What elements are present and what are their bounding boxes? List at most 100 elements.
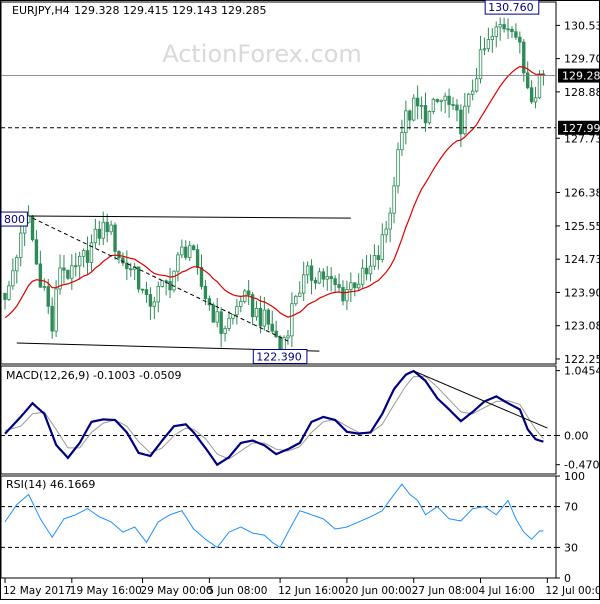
price-candle	[467, 92, 471, 114]
candle-body	[423, 105, 428, 124]
candle-body	[486, 39, 491, 50]
price-candle	[451, 96, 455, 110]
candle-body	[74, 265, 78, 268]
candle-body	[38, 263, 43, 288]
candle-body	[176, 254, 180, 272]
price-candle	[337, 273, 341, 292]
candle-body	[113, 224, 117, 252]
price-candle	[404, 100, 408, 145]
price-candle	[482, 37, 487, 56]
price-candle	[38, 250, 43, 288]
price-tick-label: 122.255	[564, 353, 600, 366]
price-candle	[455, 99, 459, 122]
annotation-label: 122.390	[256, 351, 302, 364]
candle-body	[321, 271, 326, 280]
candle-body	[191, 245, 196, 251]
candle-body	[172, 270, 176, 291]
candle-body	[117, 251, 121, 259]
candle-body	[376, 255, 381, 260]
candle-body	[537, 73, 542, 99]
price-candle	[62, 255, 66, 284]
price-candle	[325, 266, 329, 291]
x-tick-label: 12 Jul 00:00	[545, 585, 600, 597]
candle-body	[211, 304, 215, 323]
candle-body	[42, 286, 46, 288]
candle-body	[490, 35, 495, 40]
candle-body	[294, 295, 298, 305]
candle-body	[101, 221, 105, 239]
candle-body	[506, 28, 510, 31]
candle-body	[207, 298, 212, 306]
price-candle	[125, 250, 129, 281]
price-candle	[518, 31, 522, 54]
candle-body	[325, 276, 329, 280]
price-candle	[305, 261, 310, 284]
price-candle	[199, 254, 204, 290]
price-candle	[168, 267, 172, 298]
price-candle	[81, 248, 86, 268]
rsi-tick-label: 70	[564, 501, 578, 514]
price-candle	[309, 259, 314, 295]
x-tick-label: 4 Jul 16:00	[479, 585, 535, 597]
price-candle	[463, 92, 467, 136]
candle-body	[301, 274, 306, 294]
candle-body	[305, 265, 310, 276]
price-candle	[372, 244, 377, 270]
candle-body	[329, 276, 333, 280]
price-candle	[443, 92, 447, 114]
candle-body	[384, 228, 388, 236]
rsi-tick-label: 100	[564, 470, 585, 483]
candle-body	[345, 289, 349, 302]
candle-body	[341, 287, 345, 302]
header-ohlc: 129.328 129.415 129.143 129.285	[74, 4, 266, 17]
price-candle	[77, 251, 82, 280]
candle-body	[356, 283, 361, 289]
price-candle	[231, 313, 235, 325]
candle-body	[439, 99, 443, 102]
candle-body	[129, 268, 133, 271]
price-candle	[258, 295, 263, 334]
price-candle	[313, 277, 318, 290]
candle-body	[529, 87, 534, 103]
candle-body	[412, 97, 416, 121]
candle-body	[254, 307, 259, 318]
candle-body	[184, 246, 188, 258]
price-candle	[510, 26, 514, 39]
price-candle	[211, 302, 215, 323]
candle-body	[455, 104, 459, 111]
price-tick-label: 123.080	[564, 320, 600, 333]
price-candle	[144, 281, 149, 303]
candle-body	[364, 267, 369, 275]
price-candle	[345, 280, 349, 311]
price-candle	[439, 99, 443, 112]
price-candle	[34, 230, 39, 265]
candle-body	[46, 286, 50, 307]
panel-frame-2	[0, 365, 557, 475]
price-candle	[176, 251, 180, 282]
candle-body	[93, 228, 98, 244]
candle-body	[447, 95, 451, 105]
candle-body	[97, 228, 102, 239]
price-candle	[486, 27, 491, 52]
price-tick-label: 125.555	[564, 220, 600, 233]
price-candle	[15, 254, 19, 284]
candle-body	[372, 255, 377, 267]
candle-body	[290, 303, 294, 337]
candle-body	[419, 105, 424, 107]
price-candle	[11, 258, 15, 290]
price-candle	[3, 292, 7, 310]
price-candle	[195, 244, 200, 275]
candle-body	[30, 215, 35, 241]
price-candle	[529, 80, 534, 104]
annotation-box	[0, 211, 28, 227]
candle-body	[168, 281, 172, 291]
candle-body	[144, 289, 149, 295]
price-candle	[494, 21, 498, 48]
price-candle	[58, 254, 62, 295]
candle-body	[270, 323, 274, 332]
annotation-box	[252, 349, 308, 365]
candle-body	[286, 335, 290, 339]
candle-body	[518, 36, 522, 43]
price-candle	[498, 17, 502, 41]
